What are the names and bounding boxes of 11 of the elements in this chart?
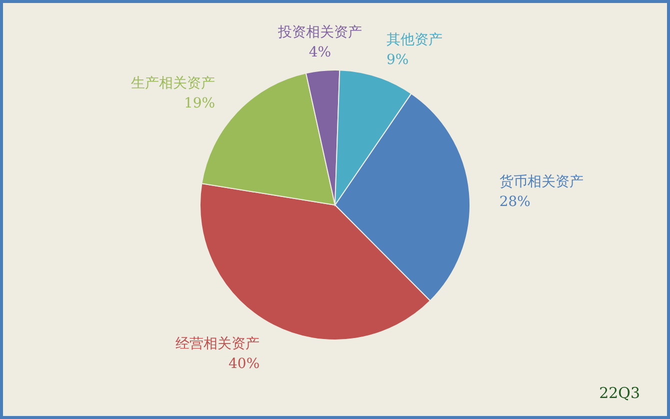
slice-label: 其他资产 — [386, 32, 442, 48]
slice-label: 货币相关资产 — [499, 174, 584, 190]
data-label: 4% — [308, 44, 332, 61]
slice-label: 投资相关资产 — [276, 24, 362, 41]
data-label: 28% — [499, 194, 530, 210]
data-label: 19% — [184, 96, 216, 112]
data-label: 9% — [386, 52, 409, 68]
slice-label: 经营相关资产 — [176, 336, 260, 352]
text: 22Q3 — [599, 384, 640, 402]
slice-label: 生产相关资产 — [131, 76, 216, 92]
data-label: 40% — [228, 356, 260, 372]
